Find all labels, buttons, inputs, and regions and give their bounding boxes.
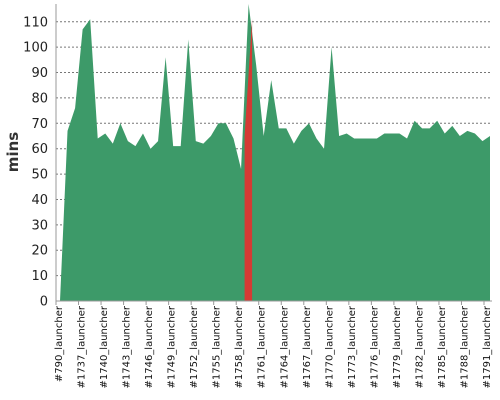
- x-tick-label: #1740_launcher: [99, 305, 110, 388]
- y-tick-label: 70: [31, 117, 48, 132]
- x-tick-label: #1746_launcher: [144, 305, 155, 388]
- y-tick-label: 30: [31, 218, 48, 233]
- x-tick-labels: #790_launcher #1737_launcher #1740_launche…: [54, 301, 493, 389]
- y-tick-label: 10: [31, 269, 48, 284]
- x-tick-label: #1743_launcher: [122, 305, 133, 388]
- x-tick-label: #1761_launcher: [257, 305, 268, 388]
- x-tick-label: #1779_launcher: [392, 305, 403, 388]
- x-tick-label: #1773_launcher: [347, 305, 358, 388]
- x-tick-label: #1767_launcher: [302, 305, 313, 388]
- x-tick-label: #1785_launcher: [437, 305, 448, 388]
- highlight-band: [244, 19, 253, 301]
- x-tick-label: #1752_launcher: [189, 305, 200, 388]
- x-tick-label: #1782_launcher: [414, 305, 425, 388]
- x-tick-label: #1758_launcher: [234, 305, 245, 388]
- y-tick-label: 0: [40, 295, 48, 310]
- y-tick-label: 40: [31, 193, 48, 208]
- x-tick-label: #1791_launcher: [482, 305, 493, 388]
- highlight-layer: [244, 19, 253, 301]
- x-tick-label: #1788_launcher: [459, 305, 470, 388]
- x-tick-label: #1737_launcher: [77, 305, 88, 388]
- y-tick-label: 50: [31, 168, 48, 183]
- x-tick-label: #1749_launcher: [167, 305, 178, 388]
- x-tick-label: #1776_launcher: [369, 305, 380, 388]
- y-tick-label: 80: [31, 91, 48, 106]
- area-series: [60, 4, 490, 301]
- y-tick-label: 60: [31, 142, 48, 157]
- series-area: [60, 4, 490, 301]
- y-axis-label: mins: [4, 132, 22, 172]
- x-tick-label: #790_launcher: [54, 305, 65, 382]
- y-tick-labels: 0 10 20 30 40 50 60 70 80 90 100 110: [23, 15, 48, 309]
- y-tick-label: 20: [31, 244, 48, 259]
- y-tick-label: 90: [31, 66, 48, 81]
- y-tick-label: 100: [23, 41, 48, 56]
- x-tick-label: #1770_launcher: [324, 305, 335, 388]
- x-tick-label: #1755_launcher: [212, 305, 223, 388]
- x-tick-label: #1764_launcher: [279, 305, 290, 388]
- y-tick-label: 110: [23, 15, 48, 30]
